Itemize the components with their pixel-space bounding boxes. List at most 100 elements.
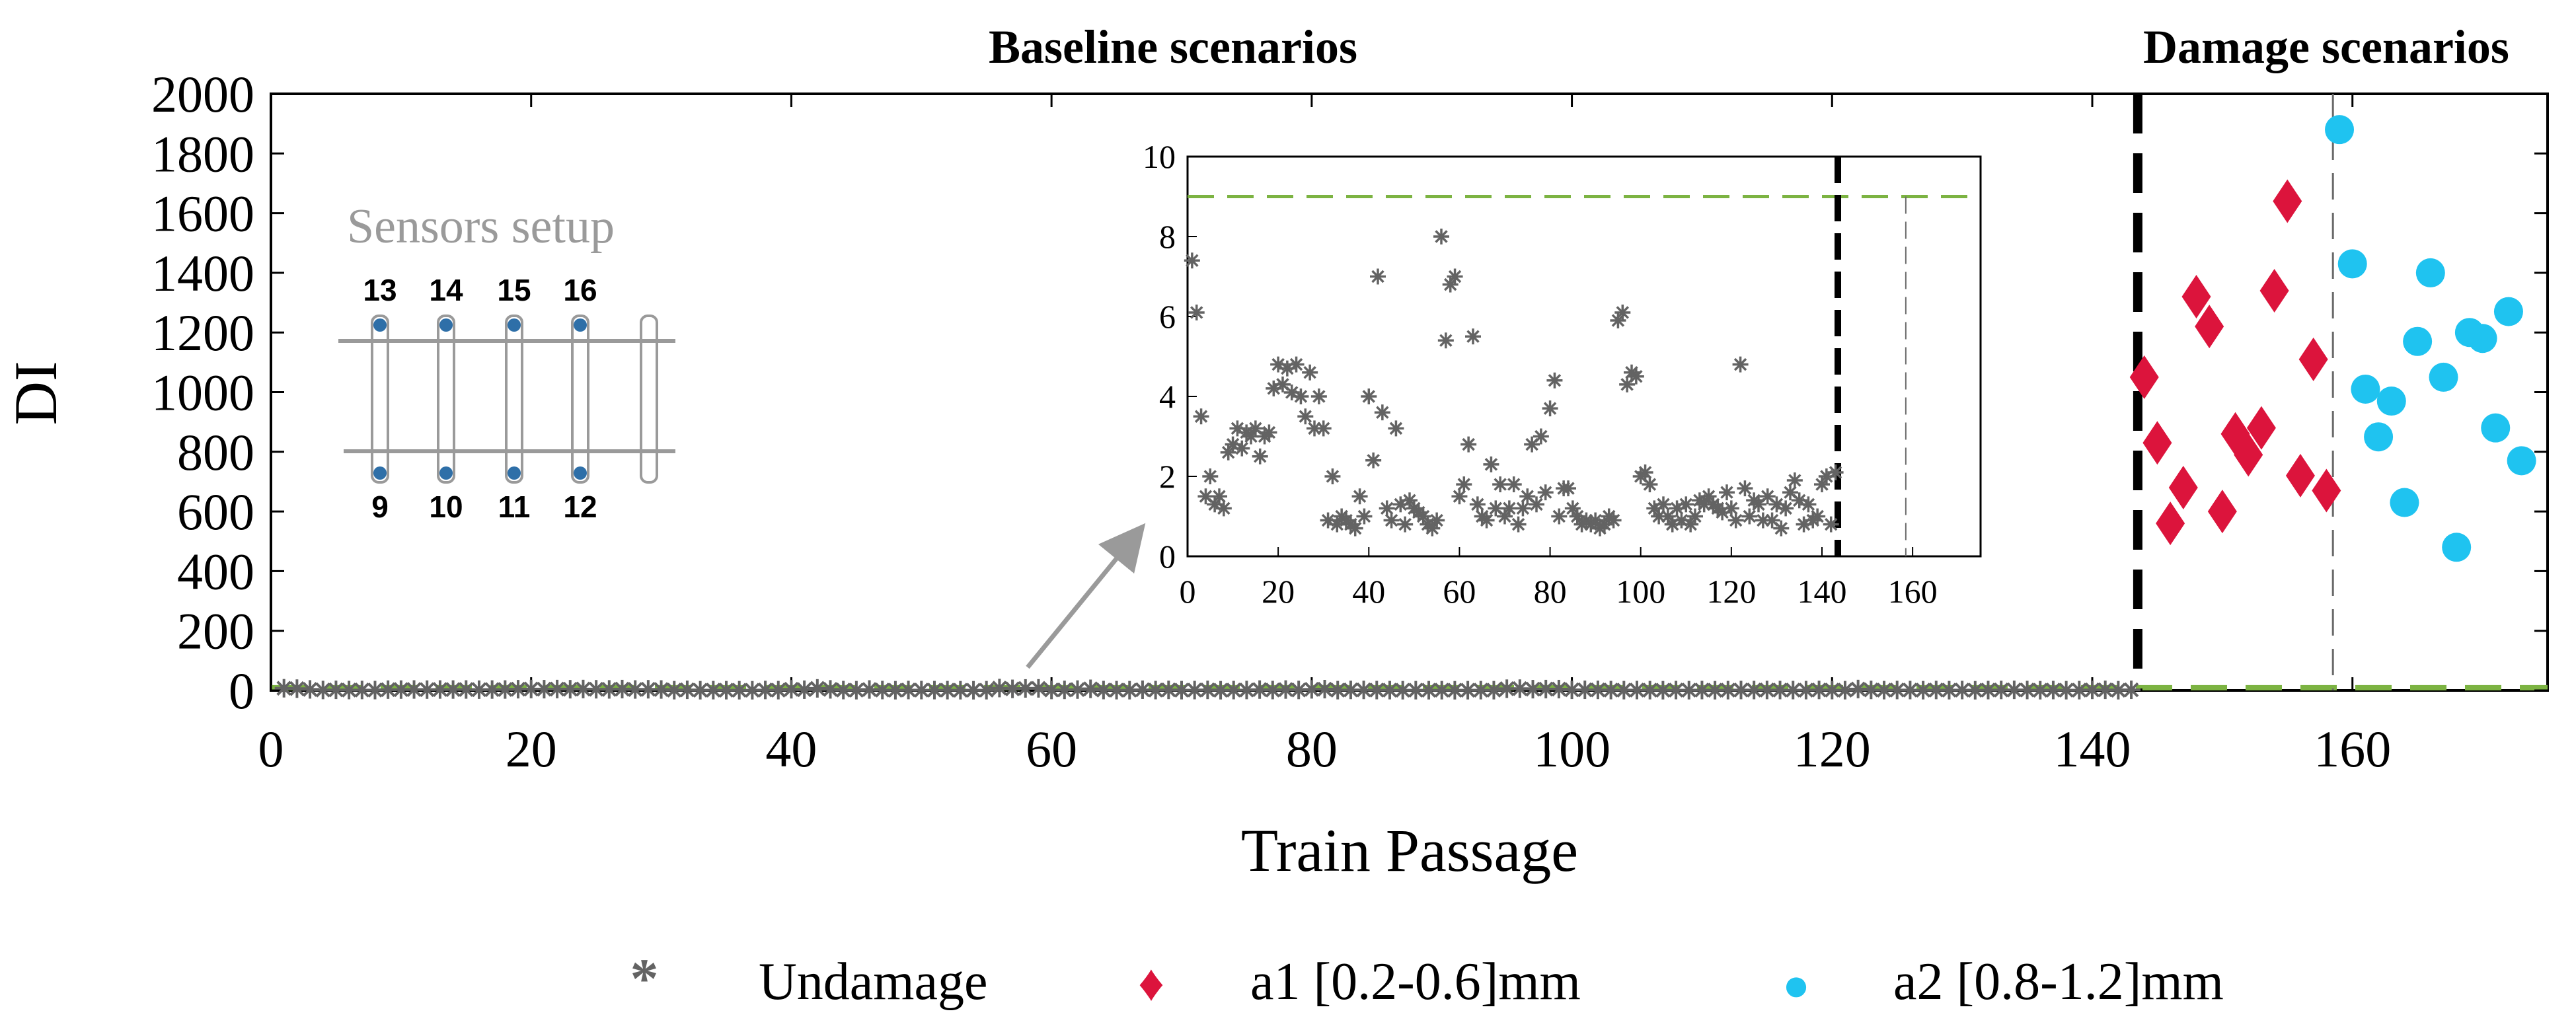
a1-point	[2285, 453, 2315, 498]
undamage-point	[1383, 512, 1400, 529]
asterisk-stroke	[1538, 681, 1554, 697]
asterisk-stroke	[1453, 490, 1466, 503]
undamage-point	[1751, 496, 1766, 513]
asterisk-stroke	[1213, 490, 1226, 503]
sensor-label-bottom: 11	[498, 490, 531, 524]
a2-point	[2351, 374, 2380, 404]
inset-y-tick-label: 10	[1143, 138, 1176, 175]
undamage-point	[1809, 681, 1829, 700]
asterisk-stroke	[1018, 681, 1034, 696]
asterisk-stroke	[1829, 466, 1842, 479]
undamage-point	[1546, 372, 1563, 388]
undamage-point	[1642, 476, 1658, 493]
asterisk-stroke	[1616, 683, 1632, 698]
asterisk-stroke	[1398, 517, 1412, 531]
undamage-point	[1356, 508, 1373, 525]
undamage-point	[1388, 420, 1404, 437]
asterisk-stroke	[1369, 683, 1384, 698]
asterisk-stroke	[576, 681, 591, 697]
undamage-point	[1653, 681, 1673, 700]
asterisk-stroke	[1285, 386, 1299, 399]
asterisk-stroke	[913, 683, 929, 698]
asterisk-stroke	[1271, 357, 1285, 371]
a2-point	[2415, 258, 2445, 287]
undamage-point	[574, 679, 593, 698]
undamage-point	[1211, 681, 1231, 700]
asterisk-stroke	[1543, 402, 1557, 415]
a1-point	[2156, 501, 2185, 546]
sleeper	[571, 314, 589, 484]
asterisk-stroke	[1725, 501, 1738, 515]
asterisk-stroke	[562, 681, 578, 697]
asterisk-stroke	[1199, 490, 1213, 503]
asterisk-stroke	[1657, 498, 1670, 511]
a1-point	[2181, 275, 2211, 319]
undamage-point	[1347, 520, 1363, 536]
sensor-dot-top	[439, 318, 453, 332]
inset-x-tick-label: 40	[1352, 573, 1385, 610]
asterisk-stroke	[1679, 498, 1693, 511]
undamage-point	[990, 679, 1009, 698]
sensor-dot-bottom	[508, 466, 521, 480]
asterisk-stroke	[1954, 683, 1970, 698]
undamage-point	[1542, 400, 1558, 417]
a2-point	[2325, 115, 2355, 145]
x-tick-label: 80	[1286, 720, 1338, 778]
asterisk-stroke	[498, 682, 513, 697]
undamage-point	[1374, 404, 1390, 421]
a1-point	[2129, 355, 2159, 399]
asterisk-stroke	[1607, 513, 1620, 527]
asterisk-stroke	[1312, 390, 1326, 403]
x-tick-label: 0	[258, 720, 284, 778]
undamage-point	[1637, 464, 1653, 480]
a1-point	[2273, 179, 2302, 223]
asterisk-stroke	[1109, 683, 1124, 698]
asterisk-stroke	[1278, 682, 1293, 697]
asterisk-stroke	[393, 682, 409, 698]
sensor-label-bottom: 9	[371, 490, 389, 524]
undamage-point	[1193, 408, 1209, 425]
asterisk-stroke	[1466, 330, 1480, 343]
a1-point	[2195, 305, 2224, 349]
undamage-point	[1773, 520, 1790, 536]
y-tick-label: 600	[177, 483, 254, 540]
asterisk-stroke	[1616, 306, 1630, 319]
asterisk-stroke	[1235, 441, 1249, 455]
asterisk-stroke	[1187, 683, 1202, 698]
asterisk-stroke	[419, 682, 435, 698]
asterisk-stroke	[1850, 681, 1866, 697]
undamage-point	[1796, 681, 1815, 700]
asterisk-stroke	[1291, 682, 1307, 698]
asterisk-stroke	[328, 682, 344, 698]
undamage-point	[1310, 388, 1327, 404]
sensor-dot-bottom	[574, 466, 587, 480]
sleeper	[505, 314, 523, 484]
a2-point	[2364, 422, 2394, 452]
asterisk-stroke	[745, 683, 760, 698]
undamage-point	[1588, 681, 1607, 700]
undamage-point	[1263, 681, 1282, 700]
undamage-point	[1501, 500, 1517, 517]
asterisk-stroke	[1765, 513, 1779, 527]
a2-point	[2390, 488, 2419, 517]
undamage-point	[1687, 508, 1703, 525]
asterisk-stroke	[523, 681, 539, 697]
legend-a1-label: a1 [0.2-0.6]mm	[1250, 953, 1581, 1011]
y-tick-label: 0	[229, 662, 254, 720]
undamage-point	[1447, 268, 1463, 285]
undamage-point	[1456, 476, 1472, 493]
asterisk-stroke	[1811, 682, 1827, 698]
asterisk-stroke	[1643, 478, 1657, 491]
asterisk-stroke	[1824, 517, 1838, 531]
asterisk-stroke	[1694, 683, 1710, 698]
asterisk-stroke	[1148, 683, 1163, 698]
undamage-point	[1289, 681, 1308, 700]
asterisk-stroke	[718, 683, 734, 698]
asterisk-stroke	[1792, 494, 1806, 507]
sensor-dot-bottom	[439, 466, 453, 480]
asterisk-stroke	[835, 683, 851, 698]
undamage-point	[1731, 681, 1751, 700]
asterisk-stroke	[823, 682, 838, 697]
inset-y-tick-label: 4	[1159, 378, 1176, 415]
asterisk-stroke	[1367, 454, 1380, 467]
